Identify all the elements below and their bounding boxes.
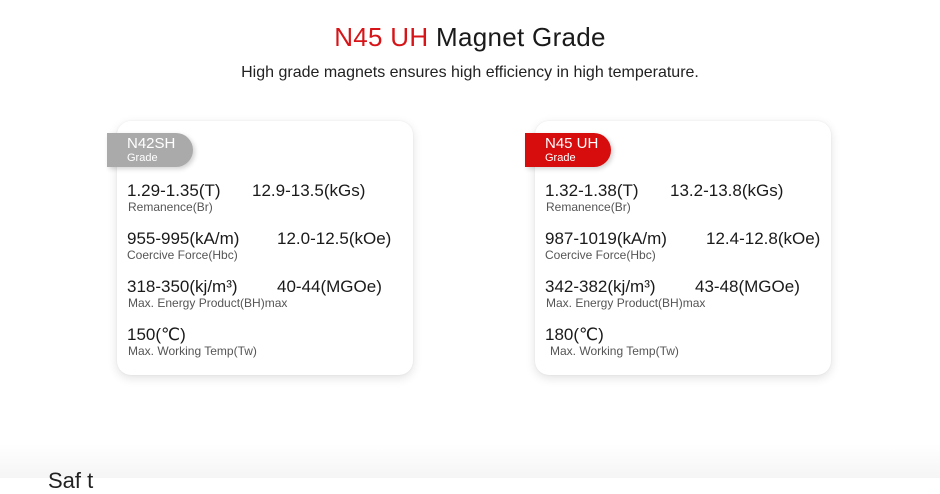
grade-label: Grade <box>127 152 158 164</box>
coercive-koe: 12.4-12.8(kOe) <box>706 229 821 248</box>
title-highlight: N45 UH <box>334 22 429 52</box>
coercive-koe: 12.0-12.5(kOe) <box>277 229 392 248</box>
section-title: N45 UH Magnet Grade <box>0 22 940 53</box>
temp-value: 150(℃) <box>127 325 186 344</box>
temp-label: Max. Working Temp(Tw) <box>128 344 257 358</box>
remanence-tesla: 1.32-1.38(T) <box>545 181 639 200</box>
coercive-kam: 955-995(kA/m) <box>127 229 240 248</box>
energy-kjm: 318-350(kj/m³) <box>127 277 238 296</box>
temp-label: Max. Working Temp(Tw) <box>550 344 679 358</box>
next-section-heading: Saf t <box>48 468 94 493</box>
remanence-label: Remanence(Br) <box>546 200 631 214</box>
grade-name: N45 UH <box>545 135 599 152</box>
coercive-label: Coercive Force(Hbc) <box>545 248 656 262</box>
title-rest: Magnet Grade <box>436 22 606 52</box>
coercive-kam: 987-1019(kA/m) <box>545 229 667 248</box>
energy-label: Max. Energy Product(BH)max <box>546 296 706 310</box>
grade-badge: N42SH Grade <box>107 133 193 167</box>
grade-label: Grade <box>545 152 576 164</box>
coercive-label: Coercive Force(Hbc) <box>127 248 238 262</box>
remanence-kgs: 12.9-13.5(kGs) <box>252 181 366 200</box>
remanence-tesla: 1.29-1.35(T) <box>127 181 221 200</box>
remanence-kgs: 13.2-13.8(kGs) <box>670 181 784 200</box>
energy-kjm: 342-382(kj/m³) <box>545 277 656 296</box>
energy-mgoe: 40-44(MGOe) <box>277 277 382 296</box>
temp-value: 180(℃) <box>545 325 604 344</box>
next-section-background <box>0 444 940 478</box>
energy-mgoe: 43-48(MGOe) <box>695 277 800 296</box>
grade-badge: N45 UH Grade <box>525 133 611 167</box>
grade-card-n42sh: N42SH Grade 1.29-1.35(T) 12.9-13.5(kGs) … <box>107 121 413 375</box>
section-subtitle: High grade magnets ensures high efficien… <box>241 64 699 81</box>
grade-card-n45uh: N45 UH Grade 1.32-1.38(T) 13.2-13.8(kGs)… <box>525 121 831 375</box>
energy-label: Max. Energy Product(BH)max <box>128 296 288 310</box>
grade-name: N42SH <box>127 135 176 152</box>
remanence-label: Remanence(Br) <box>128 200 213 214</box>
